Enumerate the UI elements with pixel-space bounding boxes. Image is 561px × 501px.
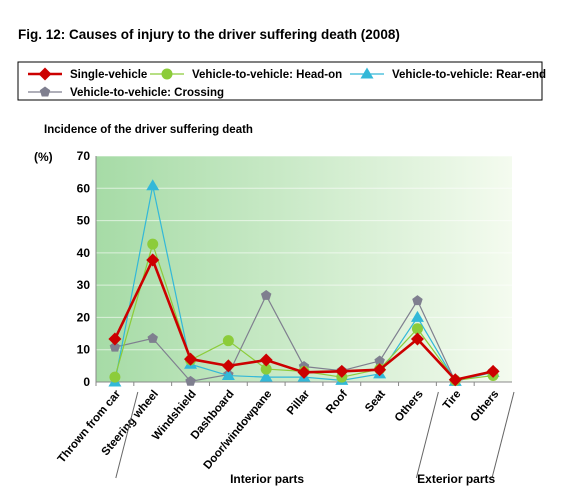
legend-label: Vehicle-to-vehicle: Head-on [192, 69, 342, 81]
plot-background [96, 156, 512, 382]
legend-item: Vehicle-to-vehicle: Rear-end [350, 67, 546, 81]
y-tick-label: 40 [77, 246, 91, 260]
x-tick-label: Others [468, 388, 501, 424]
data-point [448, 373, 462, 387]
y-axis-label: (%) [34, 150, 53, 164]
data-point [486, 364, 500, 378]
data-point [147, 238, 159, 250]
y-tick-label: 60 [77, 181, 91, 195]
data-point [373, 363, 387, 377]
legend-label: Single-vehicle [70, 69, 147, 81]
legend-item: Vehicle-to-vehicle: Head-on [150, 68, 342, 81]
x-tick-label: Thrown from car [56, 388, 124, 466]
legend-item: Vehicle-to-vehicle: Crossing [28, 86, 224, 99]
data-point [38, 67, 52, 81]
data-point [109, 371, 121, 383]
group-label: Interior parts [230, 472, 304, 486]
data-point [410, 332, 424, 346]
data-point [410, 310, 424, 322]
data-point [109, 341, 121, 352]
data-point [147, 332, 158, 343]
data-point [297, 365, 311, 379]
data-point [374, 355, 385, 366]
data-point [161, 68, 173, 80]
data-point [222, 335, 234, 347]
chart-subtitle: Incidence of the driver suffering death [44, 124, 253, 136]
data-point [146, 179, 160, 191]
legend-label: Vehicle-to-vehicle: Crossing [70, 87, 224, 99]
y-tick-label: 70 [77, 149, 91, 163]
data-point [411, 323, 423, 335]
data-point [221, 369, 235, 381]
legend: Single-vehicle Vehicle-to-vehicle: Head-o… [17, 61, 546, 101]
x-tick-label: Seat [363, 388, 388, 414]
y-tick-label: 20 [77, 310, 91, 324]
data-point [146, 253, 160, 267]
y-tick-label: 50 [77, 214, 91, 228]
data-point [360, 67, 374, 79]
x-tick-label: Pillar [285, 388, 313, 418]
series-single-vehicle [108, 253, 500, 387]
data-point [260, 289, 272, 300]
x-tick-label: Others [393, 388, 426, 424]
data-point [412, 295, 423, 306]
x-tick-label: Tire [441, 388, 464, 412]
y-tick-label: 10 [77, 343, 91, 357]
legend-label: Vehicle-to-vehicle: Rear-end [392, 69, 546, 81]
group-label: Exterior parts [417, 472, 495, 486]
x-tick-label: Door/windowpane [202, 388, 275, 472]
data-point [259, 353, 273, 367]
legend-item: Single-vehicle [28, 67, 147, 81]
data-point [221, 359, 235, 373]
legend-box [17, 61, 543, 101]
data-point [335, 364, 349, 378]
group-divider [491, 391, 515, 479]
y-tick-label: 30 [77, 278, 91, 292]
chart-title: Fig. 12: Causes of injury to the driver … [18, 27, 400, 42]
data-point [108, 332, 122, 346]
x-tick-label: Roof [324, 388, 350, 416]
data-point [259, 370, 273, 382]
data-point [39, 86, 51, 97]
y-tick-label: 0 [83, 375, 90, 389]
group-divider [415, 391, 439, 479]
data-point [184, 352, 198, 366]
data-point [260, 363, 272, 375]
group-divider [115, 391, 139, 479]
data-point [185, 375, 196, 386]
